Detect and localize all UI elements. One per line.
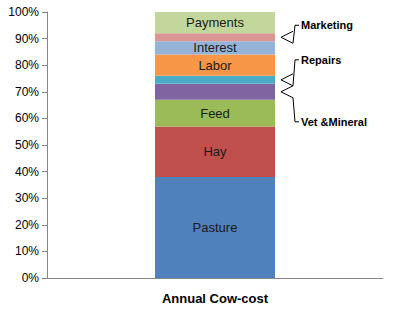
svg-text:90%: 90% [15, 32, 39, 46]
svg-text:100%: 100% [8, 5, 39, 19]
svg-text:80%: 80% [15, 58, 39, 72]
svg-text:60%: 60% [15, 111, 39, 125]
svg-text:Labor: Labor [198, 58, 232, 73]
svg-text:0%: 0% [22, 271, 40, 285]
svg-text:Marketing: Marketing [301, 19, 353, 31]
svg-text:Hay: Hay [203, 144, 227, 159]
svg-text:Annual Cow-cost: Annual Cow-cost [162, 291, 269, 306]
svg-text:Payments: Payments [186, 15, 244, 30]
svg-text:Vet &Mineral: Vet &Mineral [301, 116, 367, 128]
svg-text:40%: 40% [15, 165, 39, 179]
svg-text:Repairs: Repairs [301, 54, 341, 66]
svg-text:Feed: Feed [200, 106, 230, 121]
svg-text:Interest: Interest [193, 40, 237, 55]
svg-text:20%: 20% [15, 218, 39, 232]
svg-text:Pasture: Pasture [193, 220, 238, 235]
svg-text:50%: 50% [15, 138, 39, 152]
svg-text:70%: 70% [15, 85, 39, 99]
svg-text:10%: 10% [15, 244, 39, 258]
svg-text:30%: 30% [15, 191, 39, 205]
